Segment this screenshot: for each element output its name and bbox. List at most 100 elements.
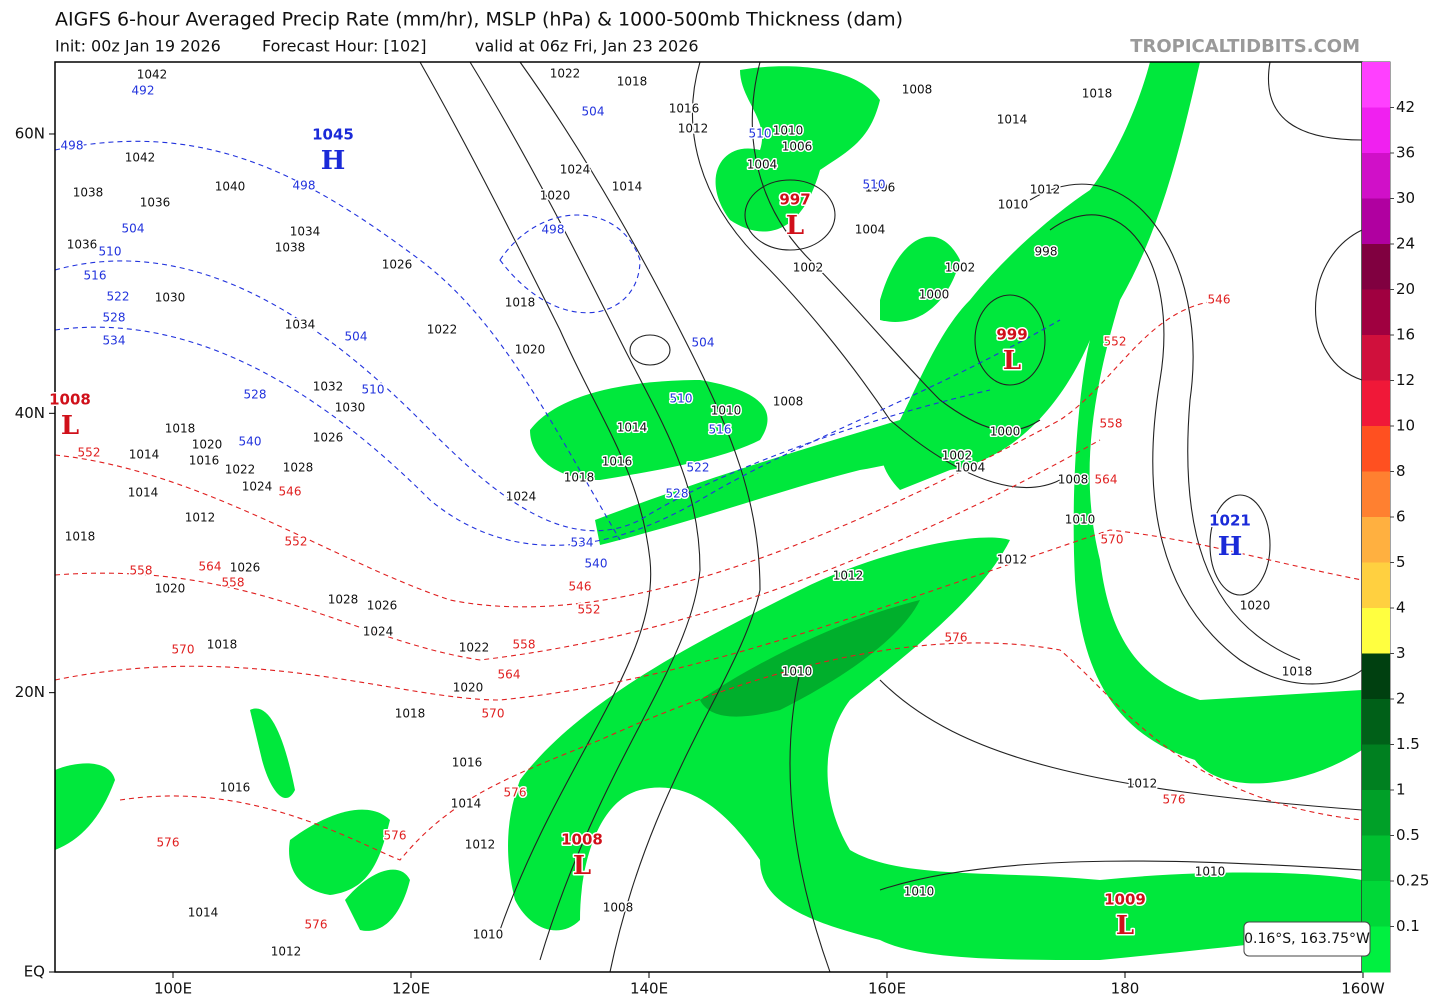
isobar bbox=[1049, 214, 1363, 685]
isobar-label: 1014 bbox=[188, 906, 219, 920]
colorbar-segment bbox=[1362, 426, 1390, 472]
isobar-label: 1002 bbox=[793, 261, 824, 275]
thickness-label: 504 bbox=[122, 222, 145, 236]
thickness-line bbox=[119, 642, 1363, 861]
isobar-label: 1020 bbox=[1240, 599, 1271, 613]
isobar-label: 1000 bbox=[919, 288, 950, 302]
thickness-label: 558 bbox=[130, 564, 153, 578]
thickness-label: 570 bbox=[172, 643, 195, 657]
colorbar-label: 0.5 bbox=[1396, 826, 1420, 844]
isobar-label: 1020 bbox=[155, 582, 186, 596]
isobar bbox=[789, 671, 831, 973]
isobar-label: 1014 bbox=[129, 448, 160, 462]
isobar-label: 1010 bbox=[904, 885, 935, 899]
thickness-label: 498 bbox=[542, 223, 565, 237]
thickness-label: 528 bbox=[666, 487, 689, 501]
colorbar-segment bbox=[1362, 335, 1390, 381]
isobar-label: 1018 bbox=[207, 638, 238, 652]
isobar-label: 1012 bbox=[185, 511, 216, 525]
thickness-line bbox=[499, 214, 641, 314]
isobar-label: 1002 bbox=[942, 449, 973, 463]
isobar-label: 1024 bbox=[242, 480, 273, 494]
thickness-label: 498 bbox=[61, 139, 84, 153]
map bbox=[54, 61, 1363, 973]
lon-label: 140E bbox=[630, 980, 668, 998]
thickness-label: 570 bbox=[1101, 533, 1124, 547]
isobar-label: 1026 bbox=[367, 599, 398, 613]
lon-label: 100E bbox=[154, 980, 192, 998]
isobar-label: 1018 bbox=[395, 707, 426, 721]
isobar-label: 1012 bbox=[1030, 183, 1061, 197]
center-symbol: L bbox=[786, 211, 804, 241]
center-pressure: 1008 bbox=[49, 391, 91, 409]
isobar-label: 1034 bbox=[290, 225, 321, 239]
thickness-label: 546 bbox=[1208, 293, 1231, 307]
isobar-label: 1022 bbox=[550, 67, 581, 81]
thickness-label: 552 bbox=[1104, 335, 1127, 349]
isobar-label: 1012 bbox=[1127, 777, 1158, 791]
colorbar-segment bbox=[1362, 790, 1390, 836]
precip bbox=[250, 708, 295, 799]
precip bbox=[530, 380, 768, 480]
isobar-label: 1026 bbox=[382, 258, 413, 272]
colorbar-segment bbox=[1362, 62, 1390, 108]
isobar-label: 1008 bbox=[603, 901, 634, 915]
colorbar-label: 6 bbox=[1396, 508, 1406, 526]
colorbar-segment bbox=[1362, 744, 1390, 791]
precip bbox=[700, 600, 920, 717]
colorbar-segment bbox=[1362, 699, 1390, 745]
isobars bbox=[419, 61, 1363, 973]
thickness-line bbox=[54, 439, 1101, 661]
thickness-label: 558 bbox=[222, 576, 245, 590]
precip-areas bbox=[55, 62, 1362, 960]
isobar-label: 1028 bbox=[283, 461, 314, 475]
colorbar-label: 1 bbox=[1396, 781, 1406, 799]
isobar-label: 1006 bbox=[782, 140, 813, 154]
colorbar-label: 10 bbox=[1396, 417, 1415, 435]
isobar-label: 1026 bbox=[313, 431, 344, 445]
isobar-label: 1036 bbox=[140, 196, 171, 210]
isobar-label: 1014 bbox=[617, 421, 648, 435]
isobar-label: 1008 bbox=[1058, 473, 1089, 487]
isobar-label: 1030 bbox=[155, 291, 186, 305]
thickness-label: 534 bbox=[103, 334, 126, 348]
colorbar-label: 5 bbox=[1396, 553, 1406, 571]
isobar-label: 1038 bbox=[73, 186, 104, 200]
isobar bbox=[419, 61, 652, 931]
colorbar-label: 30 bbox=[1396, 189, 1415, 207]
isobar-label: 1016 bbox=[189, 454, 220, 468]
isobar-label: 1010 bbox=[1065, 513, 1096, 527]
isobar-label: 1012 bbox=[465, 838, 496, 852]
colorbar-segment bbox=[1362, 471, 1390, 518]
isobar bbox=[974, 294, 1046, 386]
colorbar-label: 3 bbox=[1396, 644, 1406, 662]
center-pressure: 1021 bbox=[1209, 512, 1251, 530]
isobar bbox=[1209, 494, 1271, 596]
thickness-label: 576 bbox=[1163, 793, 1186, 807]
isobar-label: 1042 bbox=[125, 151, 156, 165]
colorbar-label: 8 bbox=[1396, 462, 1406, 480]
isobar-label: 1016 bbox=[602, 455, 633, 469]
isobar-label: 1018 bbox=[564, 471, 595, 485]
cold-thickness bbox=[54, 140, 1061, 546]
isobar-label: 1010 bbox=[711, 404, 742, 418]
cursor-readout: 0.16°S, 163.75°W bbox=[1244, 931, 1370, 947]
isobar-label: 1010 bbox=[473, 928, 504, 942]
isobar bbox=[744, 179, 836, 251]
init-time: Init: 00z Jan 19 2026 bbox=[55, 37, 221, 56]
isobar-label: 1010 bbox=[1195, 865, 1226, 879]
thickness-label: 510 bbox=[863, 178, 886, 192]
isobar-label: 1014 bbox=[128, 486, 159, 500]
thickness-label: 564 bbox=[498, 668, 521, 682]
isobar-label: 1004 bbox=[747, 158, 778, 172]
isobar-label: 1008 bbox=[902, 83, 933, 97]
isobar bbox=[879, 679, 1363, 811]
isobar bbox=[629, 334, 671, 366]
isobar-label: 1038 bbox=[275, 241, 306, 255]
center-symbol: L bbox=[61, 411, 79, 441]
colorbar-segment bbox=[1362, 380, 1390, 427]
isobar-label: 1042 bbox=[137, 68, 168, 82]
isobar-label: 1040 bbox=[215, 180, 246, 194]
thickness-line bbox=[54, 140, 621, 541]
colorbar-segment bbox=[1362, 835, 1390, 882]
